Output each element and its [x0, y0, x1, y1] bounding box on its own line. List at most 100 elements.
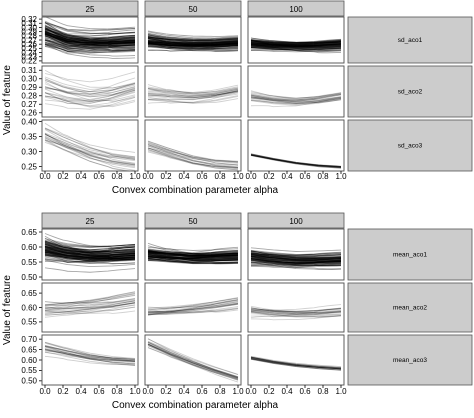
series-line [147, 145, 239, 162]
series-line [44, 44, 136, 53]
series-line [44, 127, 136, 153]
series-line [250, 44, 342, 49]
series-line [44, 34, 136, 44]
series-line [250, 154, 342, 168]
series-line [44, 242, 136, 249]
x-tick-label: 1.0 [232, 172, 244, 181]
series-line [147, 256, 239, 263]
x-tick-label: 0.8 [214, 172, 226, 181]
series-line [147, 42, 239, 47]
series-line [147, 254, 239, 259]
series-line [44, 244, 136, 259]
series-line [250, 41, 342, 46]
series-line [250, 260, 342, 265]
series-line [44, 33, 136, 47]
series-line [44, 241, 136, 256]
series-line [250, 39, 342, 43]
x-tick-label: 0.0 [39, 172, 51, 181]
series-line [250, 42, 342, 46]
series-line [147, 43, 239, 47]
y-tick-label: 0.28 [21, 92, 37, 101]
series-line [147, 42, 239, 47]
series-line [147, 303, 239, 314]
series-line [250, 154, 342, 169]
series-line [44, 251, 136, 259]
series-line [44, 78, 136, 93]
series-line [147, 254, 239, 260]
series-line [147, 40, 239, 46]
series-line [44, 137, 136, 169]
y-tick-label: 0.55 [21, 366, 37, 375]
series-line [44, 233, 136, 249]
series-line [250, 356, 342, 369]
x-tick-label: 0.2 [263, 172, 275, 181]
series-line [250, 358, 342, 371]
x-tick-label: 0.4 [178, 387, 190, 396]
series-line [147, 145, 239, 168]
panel [247, 282, 345, 333]
series-line [44, 246, 136, 254]
series-line [250, 307, 342, 313]
series-line [44, 355, 136, 366]
panel-frame [247, 334, 345, 386]
y-tick-label: 0.50 [21, 273, 37, 282]
series-line [147, 259, 239, 263]
column-strip [247, 212, 345, 229]
series-line [250, 258, 342, 264]
series-line [147, 90, 239, 99]
series-line [147, 254, 239, 259]
series-line [250, 41, 342, 45]
series-line [250, 92, 342, 99]
series-line [44, 139, 136, 160]
series-line [44, 138, 129, 171]
series-line [44, 28, 136, 37]
series-line [44, 346, 136, 365]
y-tick-label: 0.30 [21, 75, 37, 84]
x-tick-label: 0.6 [196, 172, 208, 181]
series-line [250, 41, 342, 46]
series-line [44, 291, 136, 310]
series-line [250, 154, 342, 168]
series-line [250, 38, 342, 44]
series-line [44, 243, 136, 251]
series-line [250, 153, 342, 168]
series-line [147, 303, 239, 313]
series-line [250, 42, 342, 47]
x-tick-label: 1.0 [129, 387, 141, 396]
panel-lines [44, 17, 136, 59]
series-line [250, 41, 342, 46]
series-line [250, 47, 342, 51]
series-line [147, 249, 239, 254]
series-line [147, 89, 239, 98]
series-line [250, 43, 342, 47]
series-line [44, 345, 136, 361]
series-line [44, 250, 136, 258]
series-line [147, 254, 239, 261]
series-line [250, 262, 342, 266]
series-line [250, 46, 342, 51]
series-line [44, 128, 136, 158]
series-line [250, 98, 342, 105]
x-tick-label: 0.6 [93, 172, 105, 181]
series-line [250, 252, 342, 261]
series-line [44, 127, 136, 159]
series-line [44, 250, 136, 256]
series-line [250, 154, 342, 167]
series-line [147, 309, 239, 313]
series-line [44, 243, 136, 259]
panel [247, 119, 345, 172]
series-line [147, 257, 239, 262]
series-line [44, 83, 136, 95]
series-line [250, 263, 342, 268]
panel-frame [41, 228, 139, 281]
series-line [44, 136, 136, 165]
x-tick-label: 0.2 [57, 387, 69, 396]
series-line [44, 77, 136, 93]
series-line [44, 258, 136, 264]
series-line [250, 311, 342, 318]
series-line [147, 31, 239, 40]
series-line [147, 144, 239, 163]
series-line [44, 37, 136, 49]
series-line [147, 251, 239, 257]
series-line [250, 307, 342, 316]
